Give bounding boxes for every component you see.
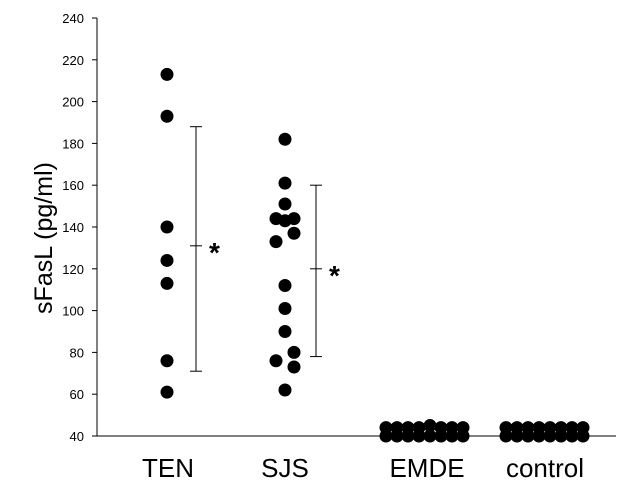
- category-label: EMDE: [389, 453, 464, 483]
- y-axis-title: sFasL (pg/ml): [30, 162, 58, 314]
- error-bars: **: [190, 126, 340, 372]
- data-point: [543, 429, 557, 443]
- data-points: [160, 67, 590, 443]
- y-tick-label: 140: [62, 220, 84, 235]
- data-point: [412, 429, 426, 443]
- y-tick-label: 240: [62, 11, 84, 26]
- y-tick-label: 180: [62, 136, 84, 151]
- data-point: [278, 325, 292, 338]
- data-point: [278, 383, 292, 397]
- data-point: [423, 429, 437, 443]
- y-tick-label: 80: [70, 345, 84, 360]
- significance-marker: *: [329, 260, 340, 291]
- y-tick-label: 220: [62, 53, 84, 68]
- significance-marker: *: [209, 237, 220, 268]
- y-tick-label: 120: [62, 262, 84, 277]
- y-tick-label: 200: [62, 95, 84, 110]
- category-label: TEN: [142, 453, 194, 483]
- data-point: [160, 385, 174, 399]
- category-label: control: [506, 453, 584, 483]
- data-point: [576, 429, 590, 443]
- data-point: [269, 354, 283, 368]
- data-point: [287, 226, 301, 240]
- data-point: [269, 235, 283, 249]
- data-point: [160, 354, 174, 368]
- data-point: [160, 109, 174, 123]
- data-point: [499, 429, 513, 443]
- y-tick-label: 100: [62, 304, 84, 319]
- data-point: [390, 429, 404, 443]
- data-point: [510, 429, 524, 443]
- data-point: [160, 253, 174, 267]
- data-point: [287, 345, 301, 359]
- data-point: [160, 220, 174, 234]
- data-point: [456, 429, 470, 443]
- y-tick-label: 60: [70, 387, 84, 402]
- data-point: [160, 276, 174, 290]
- data-point: [278, 279, 292, 293]
- data-point: [401, 429, 415, 443]
- data-point: [287, 212, 301, 226]
- data-point: [445, 429, 459, 443]
- category-label: SJS: [261, 453, 309, 483]
- data-point: [379, 429, 393, 443]
- data-point: [160, 67, 174, 81]
- category-labels: TEN SJS EMDE control: [142, 453, 584, 483]
- data-point: [278, 132, 292, 146]
- y-tick-label: 40: [70, 429, 84, 444]
- data-point: [278, 302, 292, 316]
- data-point: [278, 176, 292, 190]
- data-point: [565, 429, 579, 443]
- data-point: [521, 429, 535, 443]
- y-tick-label: 160: [62, 178, 84, 193]
- data-point: [423, 419, 437, 433]
- data-point: [434, 429, 448, 443]
- data-point: [532, 429, 546, 443]
- y-ticks: 40 60 80 100 120 140 160 180 200 220 240: [62, 11, 97, 444]
- data-point: [278, 197, 292, 211]
- data-point: [287, 360, 301, 374]
- data-point: [554, 429, 568, 443]
